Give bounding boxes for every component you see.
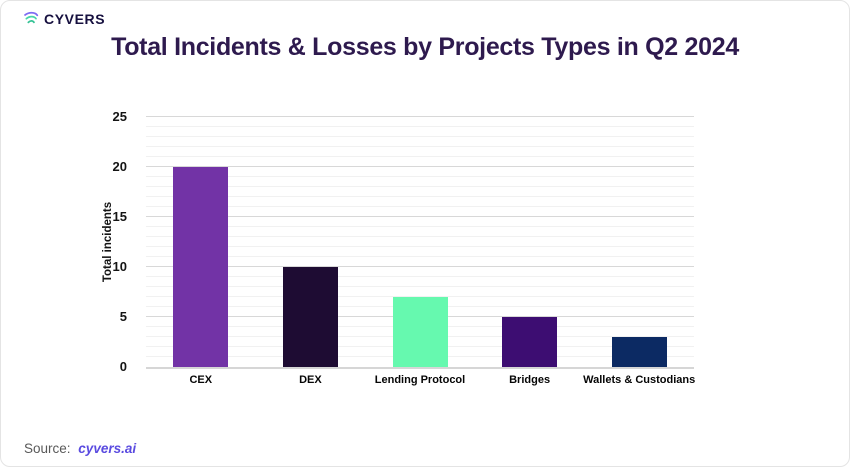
bar-wallets-custodians: [611, 337, 667, 367]
bar-dex: [282, 267, 338, 367]
x-axis-labels: CEX DEX Lending Protocol Bridges Wallets & C…: [146, 374, 696, 390]
bar-lending-protocol: [392, 297, 448, 367]
x-tick-label: DEX: [299, 374, 322, 386]
y-tick-label: 25: [112, 109, 127, 124]
source-link[interactable]: cyvers.ai: [78, 441, 137, 456]
bar-bridges: [502, 317, 558, 367]
gridline: [146, 146, 694, 147]
y-tick-label: 0: [119, 359, 127, 374]
x-tick-label: Bridges: [509, 374, 551, 386]
y-tick-label: 15: [112, 209, 127, 224]
source-line: Source: cyvers.ai: [24, 441, 136, 456]
x-tick-label: Wallets & Custodians: [583, 374, 696, 386]
logo-text: CYVERS: [44, 11, 106, 27]
gridline: [146, 156, 694, 157]
gridline: [146, 136, 694, 137]
y-tick-label: 10: [112, 259, 127, 274]
gridline: [146, 116, 694, 117]
plot-area: [146, 116, 694, 369]
cyvers-logo-icon: [23, 11, 39, 27]
gridline: [146, 126, 694, 127]
chart-title: Total Incidents & Losses by Projects Typ…: [111, 33, 739, 61]
y-axis-ticks: 0 5 10 15 20 25: [91, 109, 137, 374]
source-label: Source:: [24, 441, 71, 456]
logo: CYVERS: [23, 11, 105, 27]
y-tick-label: 20: [112, 159, 127, 174]
bar-cex: [173, 167, 229, 367]
y-tick-label: 5: [119, 309, 127, 324]
x-tick-label: CEX: [189, 374, 213, 386]
x-tick-label: Lending Protocol: [374, 374, 466, 386]
